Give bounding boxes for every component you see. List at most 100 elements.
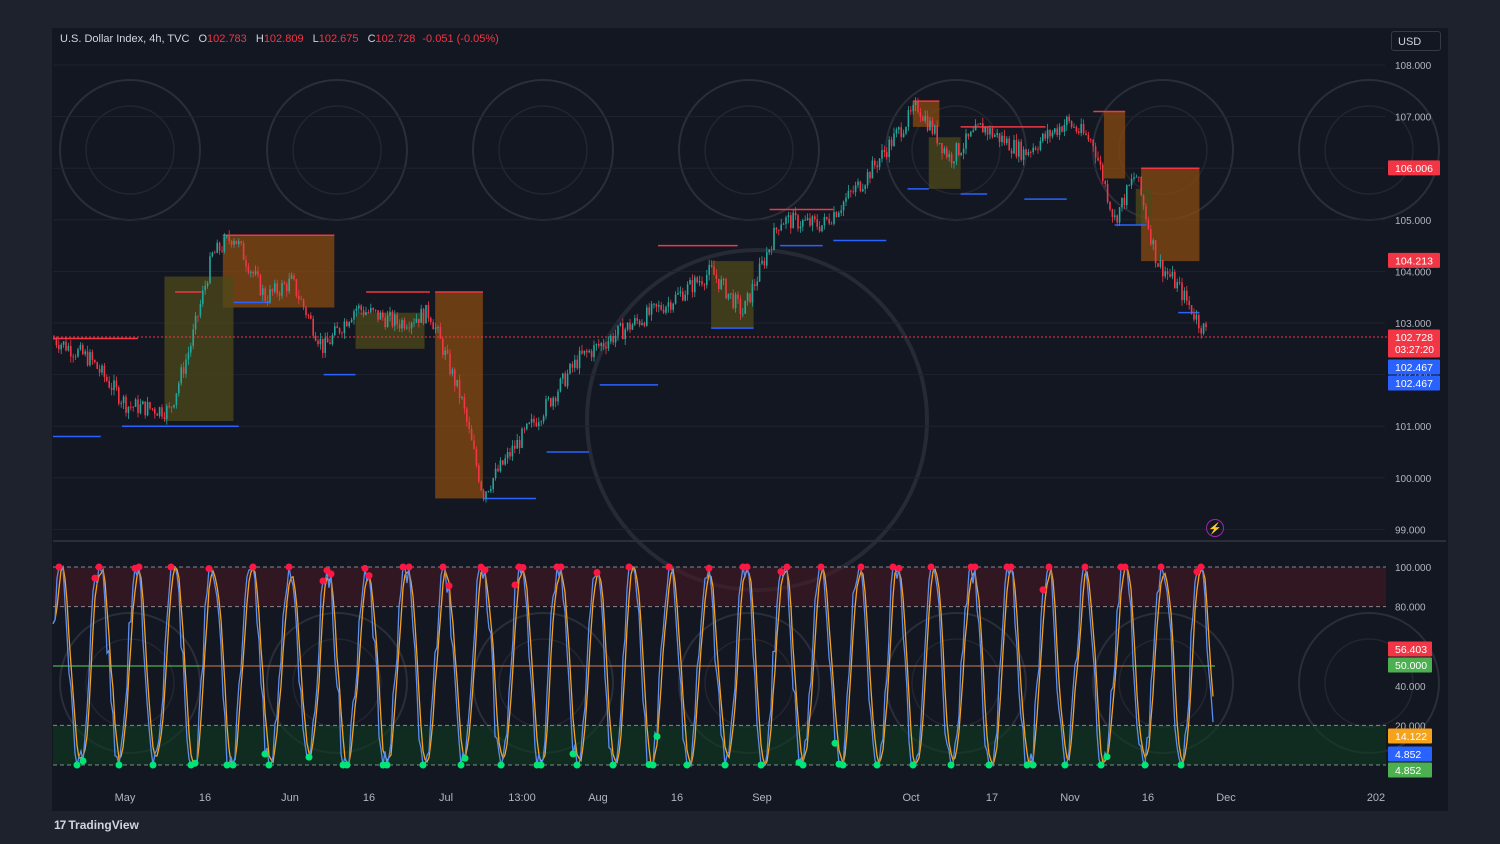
candle-body — [1006, 138, 1008, 144]
candle-body — [1109, 201, 1111, 210]
candle-body — [938, 143, 941, 144]
candle-body — [878, 158, 881, 168]
candle-body — [1147, 219, 1150, 229]
candle-body — [132, 406, 134, 408]
candle-body — [415, 318, 418, 323]
candle-body — [461, 397, 463, 398]
oversold-dot — [1097, 761, 1105, 769]
osc-value-badge — [1388, 728, 1432, 744]
oversold-dot — [497, 761, 505, 769]
candle-body — [574, 359, 576, 368]
oversold-dot — [683, 761, 691, 769]
osc-tick-label: 40.000 — [1395, 682, 1426, 693]
candle-body — [706, 274, 708, 286]
candle-body — [638, 320, 641, 325]
candle-body — [955, 143, 958, 162]
oversold-dot — [985, 761, 993, 769]
candle-body — [348, 322, 350, 327]
candle-body — [233, 240, 235, 245]
candle-body — [139, 404, 142, 414]
candle-body — [910, 110, 912, 112]
y-tick-label: 105.000 — [1395, 216, 1432, 227]
candle-body — [312, 318, 314, 336]
candle-body — [206, 283, 209, 286]
symbol-title[interactable]: U.S. Dollar Index, 4h, TVC — [60, 33, 190, 45]
candle-body — [581, 350, 583, 354]
lightning-icon[interactable]: ⚡ — [1206, 519, 1224, 537]
currency-selector[interactable]: USD — [1391, 31, 1441, 51]
candle-body — [1003, 135, 1006, 144]
candle-body — [487, 491, 490, 492]
candle-body — [1054, 128, 1056, 133]
candle-body — [658, 305, 660, 307]
candle-body — [307, 314, 310, 316]
price-badge-value: 102.467 — [1395, 378, 1433, 390]
candle-body — [168, 406, 170, 407]
candle-body — [1058, 126, 1061, 136]
candle-body — [497, 468, 499, 472]
candle-body — [919, 112, 922, 117]
candle-body — [970, 131, 972, 137]
candle-body — [1044, 133, 1046, 139]
candle-body — [883, 150, 886, 153]
candle-body — [737, 294, 739, 299]
candle-body — [197, 315, 199, 317]
candle-body — [751, 284, 754, 303]
overbought-dot — [1039, 586, 1047, 594]
candle-body — [1090, 139, 1092, 141]
candle-body — [286, 284, 288, 292]
candle-body — [665, 306, 667, 313]
candle-body — [931, 120, 934, 134]
candle-body — [1104, 181, 1106, 184]
candle-body — [1046, 129, 1049, 139]
overbought-dot — [927, 563, 935, 571]
candle-body — [149, 402, 151, 409]
candle-body — [1116, 215, 1118, 223]
osc-value-badge — [1388, 746, 1432, 762]
candle-body — [528, 422, 530, 424]
overbought-dot — [1121, 563, 1129, 571]
x-tick-label: Jun — [281, 792, 299, 804]
candle-body — [600, 343, 602, 346]
low-value: 102.675 — [318, 33, 359, 45]
price-badge — [1388, 375, 1440, 391]
overbought-dot — [625, 563, 633, 571]
candle-body — [298, 295, 300, 300]
candle-body — [1176, 282, 1178, 289]
candle-body — [266, 301, 269, 303]
candle-body — [1121, 197, 1123, 208]
candle-body — [914, 101, 917, 106]
candle-body — [158, 407, 161, 416]
candle-body — [578, 350, 581, 369]
y-tick-label: 108.000 — [1395, 61, 1432, 72]
candle-body — [1075, 126, 1078, 132]
candle-body — [540, 421, 542, 423]
oversold-dot — [609, 761, 617, 769]
candle-body — [82, 344, 84, 355]
candle-body — [590, 350, 593, 358]
candle-body — [696, 277, 698, 283]
demand-zone — [928, 137, 961, 189]
candle-body — [890, 139, 893, 147]
x-tick-label: 16 — [671, 792, 683, 804]
oversold-dot — [305, 753, 313, 761]
candle-body — [535, 422, 538, 427]
candle-body — [722, 279, 725, 280]
candle-body — [58, 344, 60, 350]
candle-body — [1080, 124, 1082, 134]
oversold-dot — [573, 761, 581, 769]
price-badge — [1388, 160, 1440, 176]
candle-body — [946, 148, 948, 158]
candle-body — [242, 243, 245, 260]
candle-body — [850, 190, 852, 192]
osc-value: 56.403 — [1395, 644, 1427, 656]
candle-body — [876, 165, 878, 168]
candle-body — [449, 353, 451, 375]
candle-body — [427, 304, 430, 319]
candle-body — [1102, 164, 1104, 182]
candle-body — [290, 275, 293, 279]
candle-body — [276, 283, 278, 294]
chart-frame — [52, 28, 1448, 811]
tradingview-logo[interactable]: 17 TradingView — [54, 818, 139, 832]
